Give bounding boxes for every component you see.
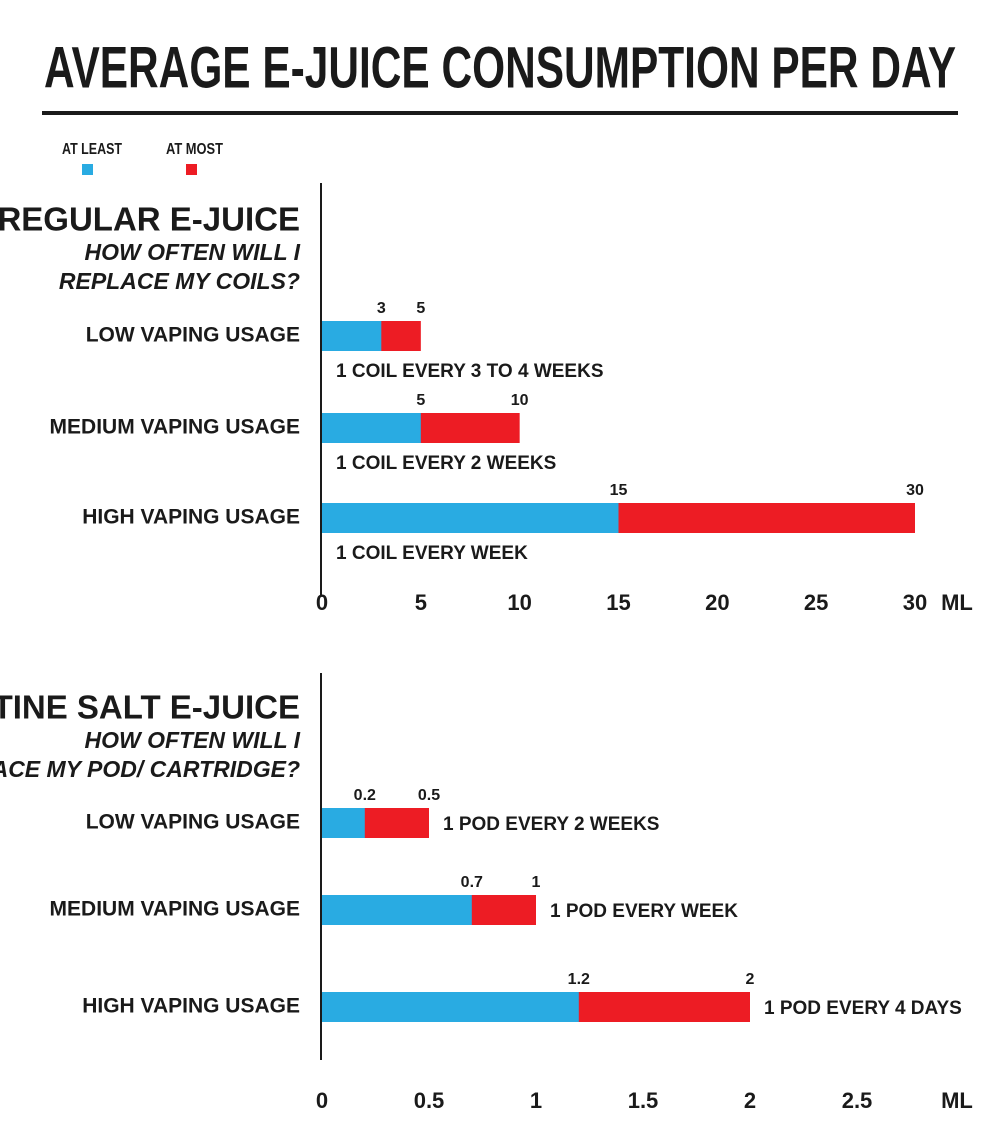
annotation: 1 COIL EVERY WEEK bbox=[336, 543, 528, 564]
annotation: 1 COIL EVERY 3 TO 4 WEEKS bbox=[336, 361, 604, 382]
category-label: LOW VAPING USAGE bbox=[86, 811, 300, 834]
x-tick-label: 5 bbox=[415, 590, 427, 615]
x-tick-label: 1.5 bbox=[628, 1088, 659, 1113]
value-label: 30 bbox=[906, 482, 924, 499]
x-tick-label: 10 bbox=[507, 590, 531, 615]
x-tick-label: 30 bbox=[903, 590, 927, 615]
value-label: 0.5 bbox=[418, 787, 440, 804]
x-tick-label: 2.5 bbox=[842, 1088, 873, 1113]
category-label: HIGH VAPING USAGE bbox=[82, 995, 300, 1018]
section-subtitle: HOW OFTEN WILL I bbox=[85, 239, 301, 265]
legend-swatch bbox=[82, 164, 93, 175]
page-title: AVERAGE E-JUICE CONSUMPTION PER DAY bbox=[44, 35, 956, 100]
value-label: 1 bbox=[532, 874, 541, 891]
value-label: 0.2 bbox=[354, 787, 376, 804]
bar bbox=[322, 413, 421, 443]
value-label: 5 bbox=[416, 392, 425, 409]
x-tick-label: 25 bbox=[804, 590, 828, 615]
annotation: 1 POD EVERY WEEK bbox=[550, 901, 738, 922]
value-label: 15 bbox=[610, 482, 628, 499]
x-tick-label: 20 bbox=[705, 590, 729, 615]
x-axis-unit: ML bbox=[941, 1088, 973, 1113]
bar bbox=[322, 808, 365, 838]
annotation: 1 POD EVERY 2 WEEKS bbox=[443, 814, 659, 835]
x-tick-label: 1 bbox=[530, 1088, 542, 1113]
bar bbox=[322, 992, 579, 1022]
value-label: 0.7 bbox=[461, 874, 483, 891]
annotation: 1 POD EVERY 4 DAYS bbox=[764, 998, 962, 1019]
legend-label: AT MOST bbox=[166, 141, 223, 158]
x-axis-unit: ML bbox=[941, 590, 973, 615]
x-tick-label: 2 bbox=[744, 1088, 756, 1113]
legend-label: AT LEAST bbox=[62, 141, 122, 158]
value-label: 5 bbox=[416, 300, 425, 317]
category-label: LOW VAPING USAGE bbox=[86, 324, 300, 347]
section-title: NICOTINE SALT E-JUICE bbox=[0, 689, 300, 726]
x-tick-label: 0 bbox=[316, 590, 328, 615]
bar bbox=[322, 321, 382, 351]
category-label: HIGH VAPING USAGE bbox=[82, 506, 300, 529]
section-subtitle: REPLACE MY COILS? bbox=[59, 268, 300, 294]
value-label: 10 bbox=[511, 392, 529, 409]
value-label: 2 bbox=[746, 971, 755, 988]
value-label: 1.2 bbox=[568, 971, 590, 988]
bar bbox=[322, 895, 472, 925]
section-subtitle: REPLACE MY POD/ CARTRIDGE? bbox=[0, 756, 300, 782]
legend-swatch bbox=[186, 164, 197, 175]
section-subtitle: HOW OFTEN WILL I bbox=[85, 727, 301, 753]
x-tick-label: 15 bbox=[606, 590, 630, 615]
category-label: MEDIUM VAPING USAGE bbox=[50, 898, 300, 921]
bar bbox=[322, 503, 619, 533]
x-tick-label: 0 bbox=[316, 1088, 328, 1113]
value-label: 3 bbox=[377, 300, 386, 317]
annotation: 1 COIL EVERY 2 WEEKS bbox=[336, 453, 556, 474]
category-label: MEDIUM VAPING USAGE bbox=[50, 416, 300, 439]
x-tick-label: 0.5 bbox=[414, 1088, 445, 1113]
section-title: REGULAR E-JUICE bbox=[0, 201, 300, 238]
